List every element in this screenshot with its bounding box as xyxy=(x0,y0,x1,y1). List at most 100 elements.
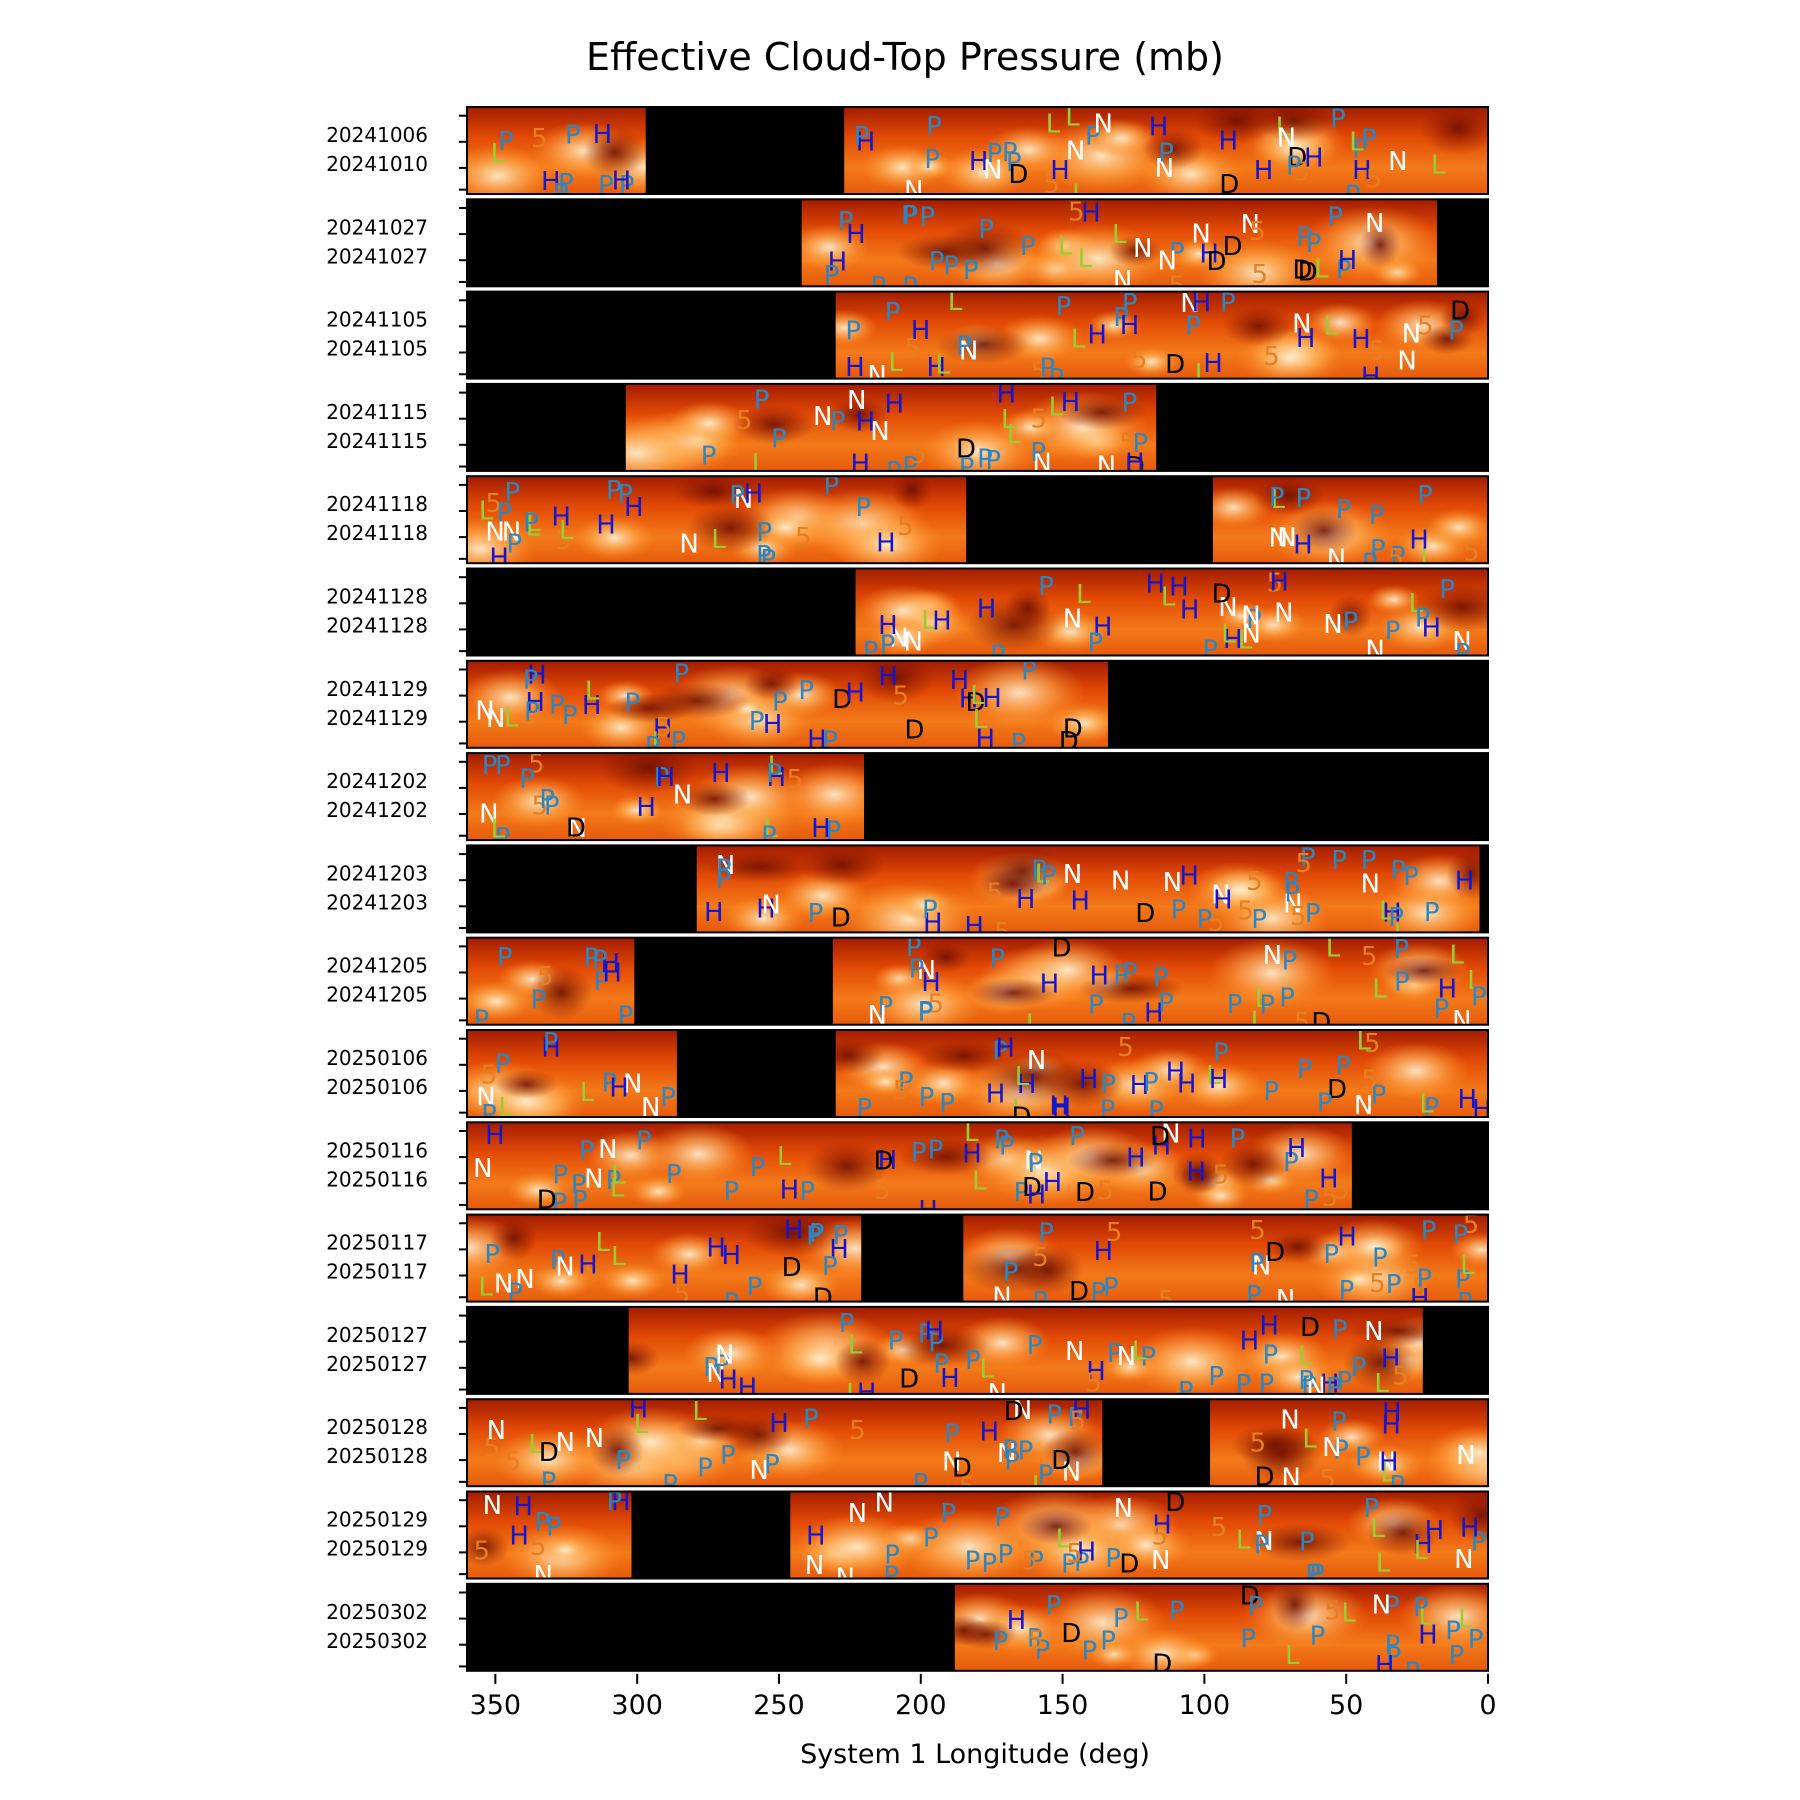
marker-P: P xyxy=(906,933,922,963)
marker-H: H xyxy=(1120,311,1140,341)
marker-D: D xyxy=(1327,1075,1347,1105)
marker-P: P xyxy=(1028,1547,1044,1577)
marker-L: L xyxy=(1349,127,1364,157)
marker-P: P xyxy=(565,120,581,150)
marker-P: P xyxy=(1326,1373,1342,1403)
marker-H: H xyxy=(1061,388,1081,418)
marker-H: H xyxy=(1437,975,1457,1005)
strip-date-bottom: 20241010 xyxy=(326,152,428,176)
marker-L: L xyxy=(580,1078,595,1108)
strip-frame xyxy=(466,844,1489,934)
dark-spot xyxy=(1005,586,1051,631)
marker-5: 5 xyxy=(1249,217,1266,247)
dark-spot xyxy=(723,1413,793,1457)
marker-P: P xyxy=(1331,846,1347,876)
marker-P: P xyxy=(1082,1637,1098,1667)
marker-N: N xyxy=(1365,209,1384,239)
dark-spot xyxy=(494,1069,559,1099)
marker-P: P xyxy=(1361,125,1377,155)
chart-title: Effective Cloud-Top Pressure (mb) xyxy=(586,35,1224,79)
marker-P: P xyxy=(1259,1369,1275,1399)
strip-date-top: 20241203 xyxy=(326,861,428,885)
marker-P: P xyxy=(981,1549,997,1579)
dark-spot xyxy=(1365,1509,1440,1556)
marker-P: P xyxy=(1457,1288,1473,1318)
marker-P: P xyxy=(1113,303,1129,333)
x-tick-label: 300 xyxy=(611,1690,663,1721)
marker-H: H xyxy=(582,691,602,721)
marker-N: N xyxy=(567,814,586,844)
marker-D: D xyxy=(1059,727,1079,757)
hot-spot xyxy=(1187,861,1291,919)
marker-P: P xyxy=(592,945,608,975)
marker-L: L xyxy=(1049,393,1064,423)
dark-spot xyxy=(1078,973,1185,1004)
hot-spot xyxy=(900,1509,1039,1579)
marker-P: P xyxy=(1074,1548,1090,1578)
marker-D: D xyxy=(1150,1122,1170,1152)
marker-5: 5 xyxy=(1211,1513,1228,1543)
marker-L: L xyxy=(528,1430,543,1460)
marker-H: H xyxy=(593,120,613,150)
marker-5: 5 xyxy=(1364,1029,1381,1059)
marker-P: P xyxy=(1455,1265,1471,1295)
marker-P: P xyxy=(886,457,902,487)
marker-H: H xyxy=(986,1080,1006,1110)
marker-5: 5 xyxy=(528,749,545,779)
marker-P: P xyxy=(1284,879,1300,909)
marker-P: P xyxy=(1337,1367,1353,1397)
marker-N: N xyxy=(585,1424,604,1454)
marker-H: H xyxy=(1458,1085,1478,1115)
dark-spot xyxy=(742,1214,844,1257)
marker-N: N xyxy=(734,485,753,515)
marker-5: 5 xyxy=(1168,271,1185,301)
marker-5: 5 xyxy=(1392,1361,1409,1391)
x-tick-label: 50 xyxy=(1329,1690,1363,1721)
marker-P: P xyxy=(1122,289,1138,319)
marker-5: 5 xyxy=(1294,1008,1311,1038)
strip-date-top: 20241105 xyxy=(326,308,428,332)
dark-spot xyxy=(583,127,646,178)
hot-spot xyxy=(1347,1444,1424,1486)
marker-P: P xyxy=(553,179,569,209)
marker-N: N xyxy=(1161,1119,1180,1149)
marker-5: 5 xyxy=(1267,568,1284,598)
marker-P: P xyxy=(636,1126,652,1156)
marker-P: P xyxy=(544,792,560,822)
marker-H: H xyxy=(722,1241,742,1271)
marker-H: H xyxy=(1338,246,1358,276)
marker-P: P xyxy=(1390,856,1406,886)
marker-P: P xyxy=(1386,1642,1402,1672)
marker-N: N xyxy=(1372,1591,1391,1621)
marker-N: N xyxy=(1252,1252,1271,1282)
hot-spot xyxy=(1085,118,1158,159)
hot-spot xyxy=(492,1428,605,1487)
marker-L: L xyxy=(1431,151,1446,181)
marker-P: P xyxy=(1336,495,1352,525)
strip-date-bottom: 20241129 xyxy=(326,706,428,730)
marker-P: P xyxy=(1002,1436,1018,1466)
marker-N: N xyxy=(1013,1396,1032,1426)
marker-5: 5 xyxy=(1030,404,1047,434)
marker-P: P xyxy=(992,1036,1008,1066)
marker-P: P xyxy=(1046,1400,1062,1430)
dark-spot xyxy=(529,965,593,1020)
marker-P: P xyxy=(1345,181,1361,211)
marker-N: N xyxy=(942,1448,961,1478)
dark-spot xyxy=(1272,1583,1317,1631)
marker-H: H xyxy=(1192,289,1212,319)
dark-spot xyxy=(921,941,971,973)
marker-P: P xyxy=(928,1329,944,1359)
hot-spot xyxy=(467,980,534,1022)
marker-N: N xyxy=(848,1499,867,1529)
strip-frame xyxy=(466,198,1489,288)
marker-H: H xyxy=(769,1409,789,1439)
marker-H: H xyxy=(609,1073,629,1103)
marker-D: D xyxy=(1022,1173,1042,1203)
marker-P: P xyxy=(839,1309,855,1339)
